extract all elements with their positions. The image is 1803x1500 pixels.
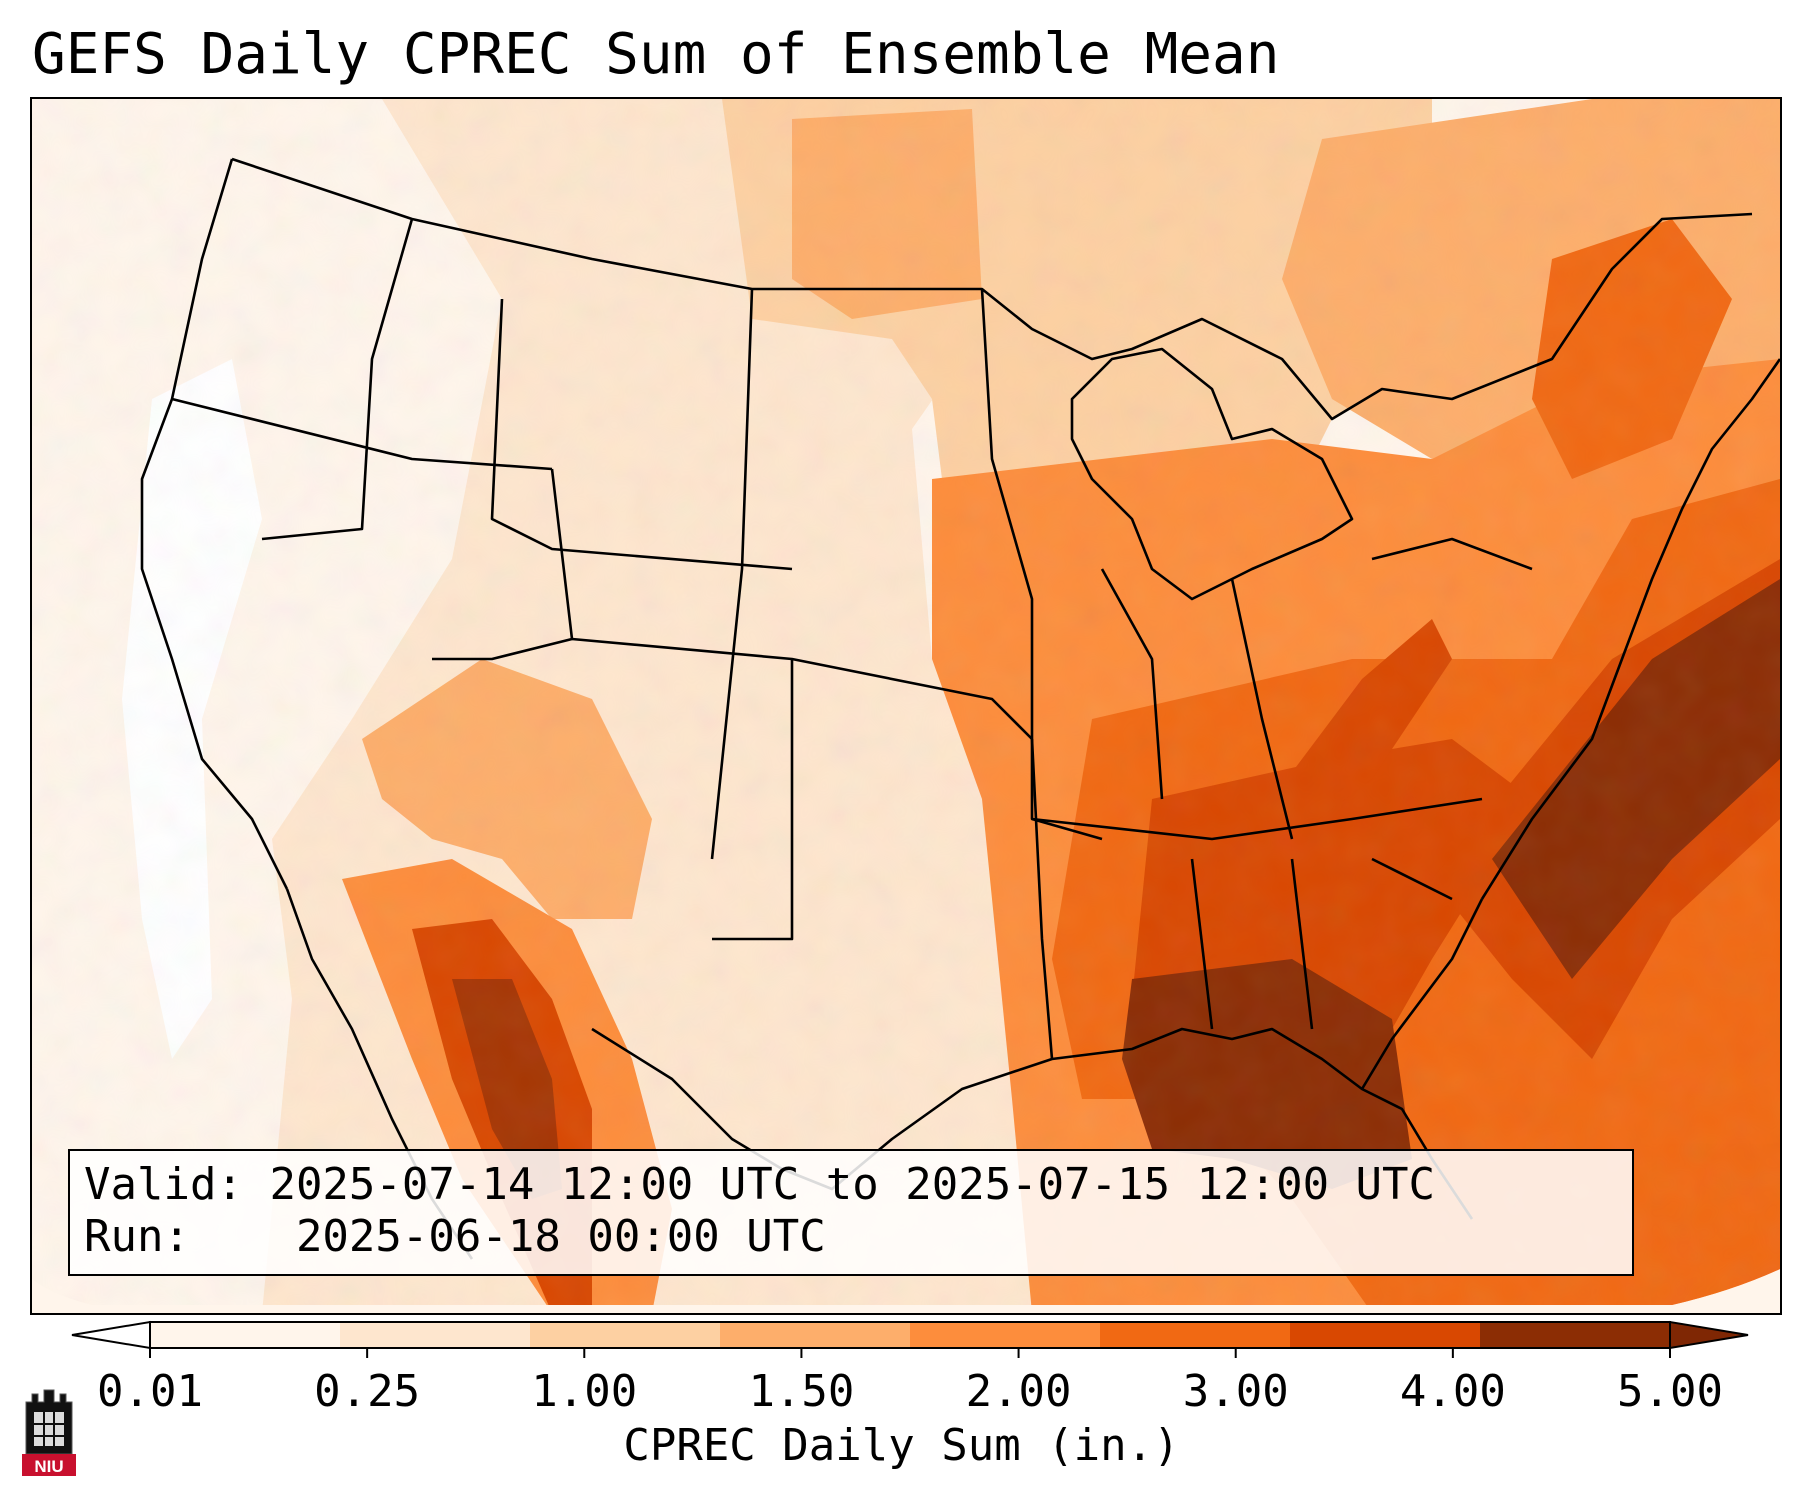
colorbar-bin xyxy=(530,1322,721,1348)
colorbar-bin xyxy=(150,1322,341,1348)
colorbar-under-arrow xyxy=(71,1320,151,1350)
run-label: Run: xyxy=(84,1211,190,1262)
niu-logo-text: NIU xyxy=(34,1457,63,1476)
colorbar-over-arrow xyxy=(1669,1320,1749,1350)
state-line-h xyxy=(712,659,794,941)
state-line-e xyxy=(571,637,1033,740)
west-coast xyxy=(140,158,289,890)
state-line-c xyxy=(432,468,574,661)
colorbar-tick-label: 1.50 xyxy=(748,1366,854,1414)
colorbar-tick-label: 0.01 xyxy=(97,1366,203,1414)
valid-value: 2025-07-14 12:00 UTC to 2025-07-15 12:00… xyxy=(269,1159,1436,1210)
great-lakes-outline xyxy=(1070,347,1354,601)
map-panel: Valid: 2025-07-14 12:00 UTC to 2025-07-1… xyxy=(30,97,1782,1315)
colorbar-tick-label: 2.00 xyxy=(966,1366,1072,1414)
state-line-j xyxy=(1100,568,1164,800)
state-line-g xyxy=(980,288,1103,841)
state-line-o xyxy=(1371,857,1453,901)
run-value: 2025-06-18 00:00 UTC xyxy=(295,1211,826,1262)
state-line-b xyxy=(261,218,414,541)
colorbar-tick-label: 0.25 xyxy=(314,1366,420,1414)
niu-logo: NIU xyxy=(22,1389,76,1476)
colorbar-tick-label: 4.00 xyxy=(1400,1366,1506,1414)
state-line-n xyxy=(1290,858,1314,1030)
colorbar-bin xyxy=(910,1322,1101,1348)
colorbar-tick-label: 3.00 xyxy=(1183,1366,1289,1414)
map-title: GEFS Daily CPREC Sum of Ensemble Mean xyxy=(32,22,1280,87)
colorbar-tick-label: 1.00 xyxy=(531,1366,637,1414)
precip-field xyxy=(32,99,1780,1305)
colorbar-bin xyxy=(1100,1322,1291,1348)
state-line-m xyxy=(1190,858,1214,1030)
colorbar-bin xyxy=(340,1322,531,1348)
state-line-i xyxy=(1031,797,1483,841)
colorbar: 0.01 0.25 1.00 1.50 2.00 3.00 4.00 5.00 xyxy=(71,1320,1749,1414)
colorbar-bin xyxy=(720,1322,911,1348)
colorbar-tick-label: 5.00 xyxy=(1617,1366,1723,1414)
precip-map xyxy=(32,99,1780,1305)
colorbar-label: CPREC Daily Sum (in.) xyxy=(623,1420,1180,1471)
east-coast xyxy=(1480,358,1780,900)
us-canada-border xyxy=(231,157,1753,421)
state-line-d xyxy=(710,288,754,860)
valid-label: Valid: xyxy=(84,1159,243,1210)
run-info-box: Valid: 2025-07-14 12:00 UTC to 2025-07-1… xyxy=(68,1149,1634,1276)
state-line-l xyxy=(1371,537,1533,571)
valid-row: Valid: 2025-07-14 12:00 UTC to 2025-07-1… xyxy=(84,1159,1618,1211)
state-line-a xyxy=(171,397,553,471)
colorbar-frame xyxy=(149,1321,1671,1349)
state-line-f xyxy=(490,298,793,571)
run-row: Run: 2025-06-18 00:00 UTC xyxy=(84,1211,1618,1263)
state-line-k xyxy=(1230,578,1294,840)
colorbar-bin xyxy=(1290,1322,1481,1348)
colorbar-bin xyxy=(1480,1322,1671,1348)
florida-peninsula xyxy=(1360,898,1484,1090)
state-line-p xyxy=(1030,738,1054,1060)
